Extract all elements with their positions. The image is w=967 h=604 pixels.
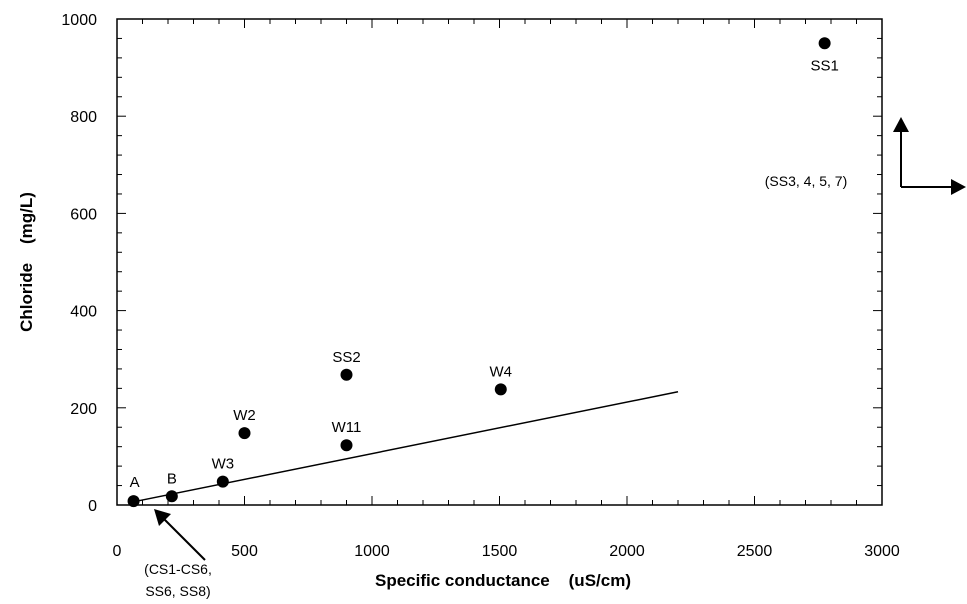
data-point-w2	[238, 427, 251, 440]
axis-ticks	[116, 18, 883, 506]
cluster-arrow	[154, 509, 206, 561]
y-tick-label: 800	[70, 109, 97, 126]
offchart-note: (SS3, 4, 5, 7)	[765, 173, 847, 189]
x-tick-label: 1500	[482, 543, 518, 560]
x-tick-label: 500	[231, 543, 258, 560]
y-tick-label: 200	[70, 401, 97, 418]
up-arrow-head	[893, 117, 909, 132]
point-label-w4: W4	[490, 363, 513, 380]
data-point-w3	[216, 475, 229, 488]
trendline	[129, 391, 679, 504]
y-tick-label: 600	[70, 206, 97, 223]
point-label-ss1: SS1	[810, 57, 838, 74]
x-tick-label: 2500	[737, 543, 773, 560]
trendline-group	[129, 391, 679, 504]
data-point-a	[127, 495, 140, 508]
point-label-ss2: SS2	[332, 349, 360, 366]
axis-tick-labels: 0 500 1000 1500 2000 2500 3000 0 200 400 600 800 100…	[61, 12, 899, 560]
data-point-b	[165, 490, 178, 503]
x-tick-label: 2000	[609, 543, 645, 560]
data-point-w11	[340, 439, 353, 452]
y-axis-title: Chloride (mg/L)	[17, 192, 36, 332]
x-axis-title: Specific conductance (uS/cm)	[375, 571, 631, 590]
cluster-arrow-head	[154, 509, 171, 526]
x-tick-label: 1000	[354, 543, 390, 560]
data-point-w4	[494, 383, 507, 396]
x-tick-label: 0	[113, 543, 122, 560]
y-tick-label: 1000	[61, 12, 97, 29]
data-point-ss2	[340, 368, 353, 381]
cluster-note-line1: (CS1-CS6,	[144, 561, 212, 577]
plot-frame	[116, 18, 883, 506]
x-tick-label: 3000	[864, 543, 900, 560]
point-label-w3: W3	[212, 456, 235, 473]
point-label-w11: W11	[332, 419, 362, 436]
offchart-arrows	[893, 117, 966, 195]
y-tick-label: 0	[88, 498, 97, 515]
point-label-b: B	[167, 470, 177, 487]
y-tick-label: 400	[70, 304, 97, 321]
cluster-note-line2: SS6, SS8)	[145, 583, 210, 599]
data-points: A B W3 W2 W11 SS2 W4 SS1	[127, 37, 839, 508]
data-point-ss1	[818, 37, 831, 50]
point-label-w2: W2	[233, 407, 256, 424]
right-arrow-head	[951, 179, 966, 195]
point-label-a: A	[130, 474, 140, 491]
